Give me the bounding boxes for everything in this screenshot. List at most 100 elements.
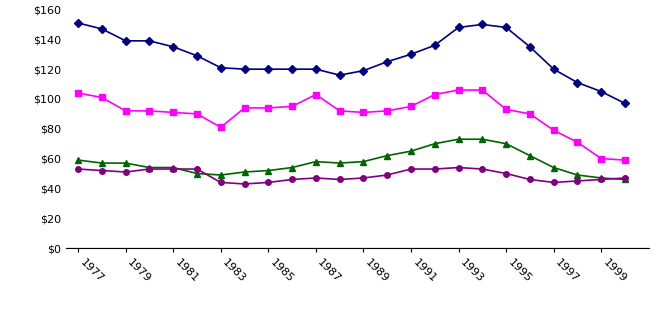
Quartile 1 bbox=[431, 43, 439, 47]
Quartile 1 bbox=[383, 60, 391, 64]
Quartile 3 bbox=[216, 173, 224, 177]
Quartile 1 bbox=[526, 45, 534, 49]
Quartile 4 bbox=[240, 182, 248, 186]
Quartile 3 bbox=[264, 169, 272, 172]
Quartile 2 bbox=[336, 109, 344, 113]
Quartile 3 bbox=[479, 137, 487, 141]
Quartile 2 bbox=[407, 105, 415, 108]
Quartile 2 bbox=[193, 112, 201, 116]
Quartile 4 bbox=[526, 177, 534, 181]
Quartile 1 bbox=[169, 45, 177, 49]
Quartile 3 bbox=[502, 142, 510, 146]
Quartile 3 bbox=[312, 160, 320, 163]
Quartile 1 bbox=[312, 67, 320, 71]
Quartile 1 bbox=[74, 21, 82, 25]
Line: Quartile 1: Quartile 1 bbox=[75, 20, 628, 106]
Quartile 3 bbox=[122, 161, 130, 165]
Quartile 2 bbox=[455, 88, 463, 92]
Quartile 4 bbox=[264, 181, 272, 184]
Quartile 1 bbox=[455, 25, 463, 29]
Quartile 1 bbox=[146, 39, 154, 43]
Quartile 3 bbox=[407, 149, 415, 153]
Quartile 1 bbox=[407, 52, 415, 56]
Quartile 1 bbox=[359, 69, 367, 73]
Quartile 1 bbox=[549, 67, 557, 71]
Quartile 4 bbox=[312, 176, 320, 180]
Quartile 2 bbox=[502, 107, 510, 111]
Quartile 4 bbox=[288, 177, 296, 181]
Quartile 2 bbox=[573, 140, 581, 144]
Quartile 3 bbox=[621, 177, 629, 181]
Quartile 1 bbox=[502, 25, 510, 29]
Quartile 3 bbox=[431, 142, 439, 146]
Quartile 4 bbox=[359, 176, 367, 180]
Quartile 2 bbox=[98, 96, 106, 100]
Quartile 2 bbox=[597, 157, 605, 161]
Quartile 3 bbox=[98, 161, 106, 165]
Quartile 3 bbox=[74, 158, 82, 162]
Quartile 4 bbox=[455, 166, 463, 169]
Quartile 1 bbox=[336, 73, 344, 77]
Quartile 2 bbox=[549, 128, 557, 132]
Quartile 2 bbox=[216, 125, 224, 129]
Quartile 3 bbox=[336, 161, 344, 165]
Line: Quartile 2: Quartile 2 bbox=[75, 87, 628, 163]
Quartile 3 bbox=[288, 166, 296, 169]
Quartile 4 bbox=[479, 167, 487, 171]
Quartile 1 bbox=[621, 101, 629, 105]
Quartile 3 bbox=[549, 166, 557, 169]
Quartile 3 bbox=[359, 160, 367, 163]
Quartile 3 bbox=[455, 137, 463, 141]
Quartile 4 bbox=[146, 167, 154, 171]
Quartile 3 bbox=[526, 154, 534, 157]
Quartile 3 bbox=[169, 166, 177, 169]
Quartile 1 bbox=[193, 54, 201, 58]
Quartile 2 bbox=[240, 106, 248, 110]
Quartile 2 bbox=[359, 110, 367, 114]
Quartile 4 bbox=[74, 167, 82, 171]
Quartile 4 bbox=[549, 181, 557, 184]
Quartile 4 bbox=[431, 167, 439, 171]
Quartile 4 bbox=[169, 167, 177, 171]
Quartile 4 bbox=[502, 172, 510, 176]
Quartile 3 bbox=[597, 176, 605, 180]
Quartile 2 bbox=[146, 109, 154, 113]
Quartile 1 bbox=[597, 90, 605, 93]
Quartile 4 bbox=[193, 167, 201, 171]
Quartile 2 bbox=[288, 105, 296, 108]
Quartile 4 bbox=[573, 179, 581, 183]
Quartile 3 bbox=[146, 166, 154, 169]
Quartile 1 bbox=[264, 67, 272, 71]
Quartile 4 bbox=[621, 176, 629, 180]
Quartile 1 bbox=[216, 66, 224, 70]
Quartile 4 bbox=[383, 173, 391, 177]
Quartile 1 bbox=[122, 39, 130, 43]
Quartile 1 bbox=[573, 81, 581, 85]
Quartile 4 bbox=[216, 181, 224, 184]
Quartile 4 bbox=[336, 177, 344, 181]
Quartile 1 bbox=[479, 23, 487, 26]
Quartile 2 bbox=[264, 106, 272, 110]
Quartile 2 bbox=[312, 93, 320, 96]
Quartile 4 bbox=[122, 170, 130, 174]
Quartile 2 bbox=[122, 109, 130, 113]
Quartile 3 bbox=[240, 170, 248, 174]
Quartile 1 bbox=[240, 67, 248, 71]
Quartile 2 bbox=[621, 158, 629, 162]
Quartile 2 bbox=[74, 91, 82, 95]
Quartile 4 bbox=[597, 177, 605, 181]
Quartile 2 bbox=[383, 109, 391, 113]
Line: Quartile 3: Quartile 3 bbox=[75, 136, 628, 182]
Quartile 2 bbox=[431, 93, 439, 96]
Line: Quartile 4: Quartile 4 bbox=[75, 165, 628, 187]
Quartile 2 bbox=[479, 88, 487, 92]
Quartile 3 bbox=[193, 172, 201, 176]
Quartile 3 bbox=[383, 154, 391, 157]
Quartile 2 bbox=[169, 110, 177, 114]
Quartile 2 bbox=[526, 112, 534, 116]
Quartile 1 bbox=[98, 27, 106, 31]
Quartile 4 bbox=[407, 167, 415, 171]
Quartile 1 bbox=[288, 67, 296, 71]
Quartile 4 bbox=[98, 169, 106, 172]
Quartile 3 bbox=[573, 173, 581, 177]
